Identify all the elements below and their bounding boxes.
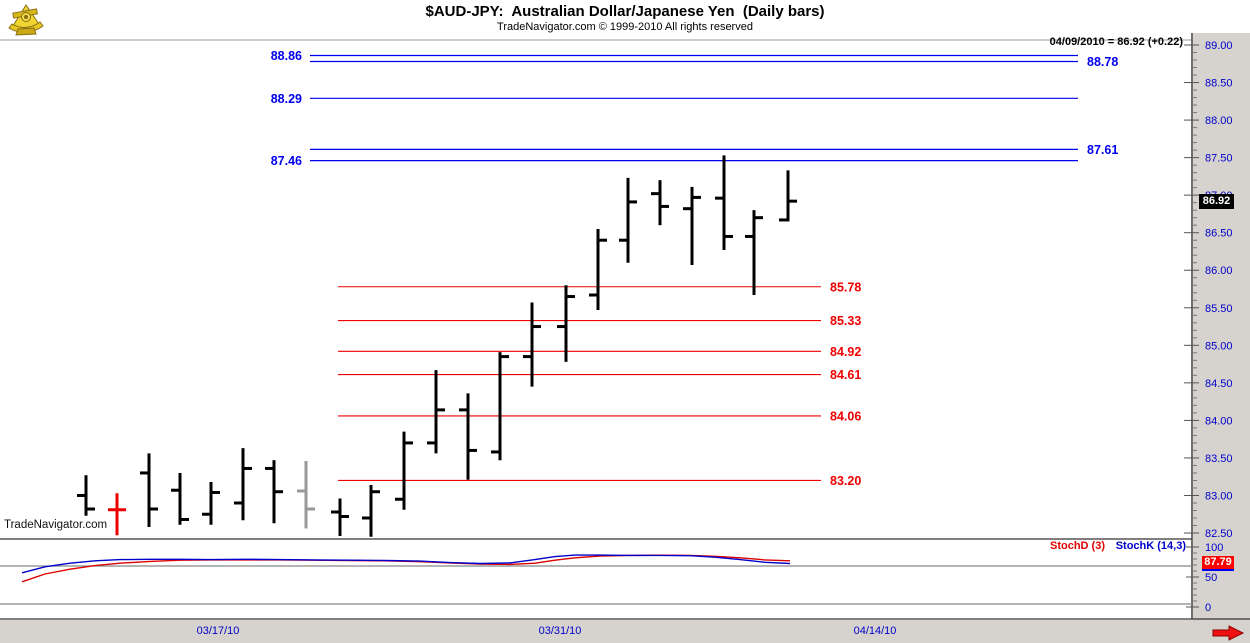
watermark: TradeNavigator.com bbox=[4, 519, 108, 531]
price-axis-label: 82.50 bbox=[1205, 528, 1233, 540]
ohlc-bar[interactable] bbox=[779, 170, 797, 222]
support-label: 84.61 bbox=[830, 368, 861, 382]
ohlc-bar[interactable] bbox=[362, 484, 380, 537]
ohlc-bar[interactable] bbox=[715, 155, 733, 250]
tradenavigator-logo-icon bbox=[8, 4, 44, 36]
ohlc-bar[interactable] bbox=[491, 352, 509, 461]
ohlc-bar[interactable] bbox=[140, 453, 158, 528]
support-label: 83.20 bbox=[830, 474, 861, 488]
ohlc-bar[interactable] bbox=[619, 177, 637, 263]
stoch-axis-label: 50 bbox=[1205, 572, 1217, 584]
stoch-axis-label: 0 bbox=[1205, 602, 1211, 614]
last-quote-info: 04/09/2010 = 86.92 (+0.22) bbox=[1049, 36, 1183, 48]
price-axis-label: 88.50 bbox=[1205, 78, 1233, 90]
scroll-right-arrow-icon[interactable] bbox=[1210, 623, 1248, 643]
price-axis-label: 85.50 bbox=[1205, 303, 1233, 315]
ohlc-bar[interactable] bbox=[651, 180, 669, 226]
resistance-label: 88.29 bbox=[271, 92, 302, 106]
price-axis-label: 88.00 bbox=[1205, 115, 1233, 127]
ohlc-bar[interactable] bbox=[557, 285, 575, 362]
price-axis-label: 86.00 bbox=[1205, 265, 1233, 277]
ohlc-bar[interactable] bbox=[523, 302, 541, 387]
stochk-curve bbox=[21, 554, 791, 574]
ohlc-bar[interactable] bbox=[459, 393, 477, 480]
ohlc-bar[interactable] bbox=[745, 210, 763, 296]
support-label: 84.06 bbox=[830, 409, 861, 423]
stoch-value-badge: 87.79 bbox=[1202, 556, 1234, 571]
stochd-legend-label: StochD (3) bbox=[1050, 540, 1105, 552]
ohlc-bar[interactable] bbox=[77, 475, 95, 516]
price-axis-label: 83.00 bbox=[1205, 490, 1233, 502]
resistance-label: 87.61 bbox=[1087, 143, 1118, 157]
resistance-label: 88.86 bbox=[271, 49, 302, 63]
price-axis-label: 85.00 bbox=[1205, 340, 1233, 352]
price-axis-label: 87.50 bbox=[1205, 153, 1233, 165]
ohlc-bar[interactable] bbox=[589, 228, 607, 311]
resistance-label: 88.78 bbox=[1087, 55, 1118, 69]
ohlc-bar[interactable] bbox=[171, 472, 189, 525]
support-label: 84.92 bbox=[830, 345, 861, 359]
ohlc-bar[interactable] bbox=[395, 431, 413, 510]
ohlc-bar[interactable] bbox=[108, 493, 126, 536]
date-axis-strip bbox=[0, 620, 1250, 643]
price-axis-label: 84.00 bbox=[1205, 415, 1233, 427]
date-label: 03/31/10 bbox=[539, 625, 582, 637]
support-label: 85.78 bbox=[830, 280, 861, 294]
date-label: 04/14/10 bbox=[854, 625, 897, 637]
price-axis-label: 86.50 bbox=[1205, 228, 1233, 240]
ohlc-bar[interactable] bbox=[427, 370, 445, 454]
ohlc-bar[interactable] bbox=[202, 481, 220, 525]
ohlc-bar[interactable] bbox=[234, 448, 252, 521]
support-label: 85.33 bbox=[830, 314, 861, 328]
price-axis-label: 83.50 bbox=[1205, 453, 1233, 465]
price-axis-label: 84.50 bbox=[1205, 378, 1233, 390]
ohlc-bar[interactable] bbox=[331, 498, 349, 537]
page-title: $AUD-JPY: Australian Dollar/Japanese Yen… bbox=[425, 3, 825, 20]
stochk-legend-label: StochK (14,3) bbox=[1115, 540, 1186, 552]
price-axis-gutter bbox=[1193, 33, 1250, 643]
resistance-label: 87.46 bbox=[271, 154, 302, 168]
date-label: 03/17/10 bbox=[197, 625, 240, 637]
ohlc-bar[interactable] bbox=[683, 186, 701, 265]
ohlc-bar[interactable] bbox=[297, 460, 315, 529]
ohlc-bar[interactable] bbox=[265, 460, 283, 524]
price-axis-label: 89.00 bbox=[1205, 40, 1233, 52]
last-price-badge: 86.92 bbox=[1199, 194, 1234, 209]
stoch-axis-label: 100 bbox=[1205, 542, 1223, 554]
copyright-line: TradeNavigator.com © 1999-2010 All right… bbox=[497, 21, 753, 33]
